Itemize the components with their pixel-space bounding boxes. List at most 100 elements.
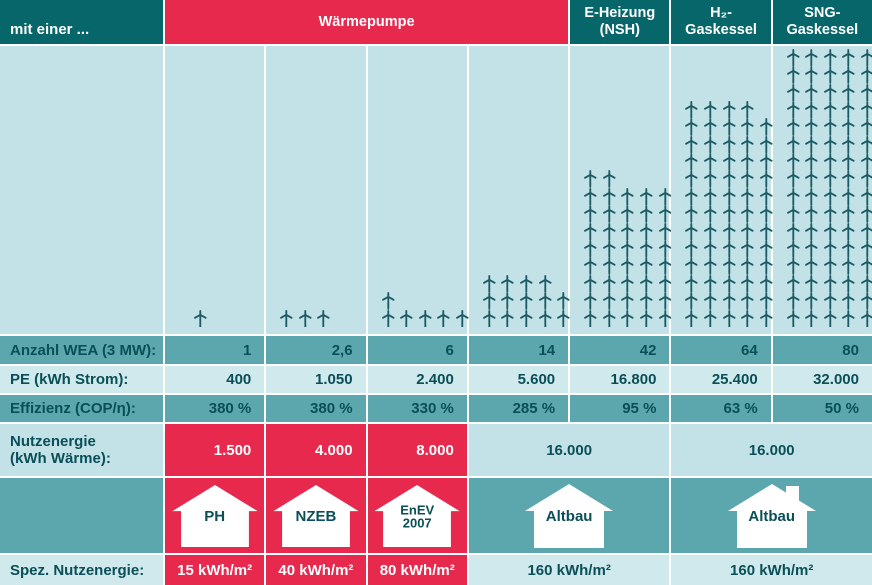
wind-turbine-icon xyxy=(805,187,818,206)
wind-turbine-icon xyxy=(685,187,698,206)
table-cell: 380 % xyxy=(165,395,265,422)
wind-turbine-icon xyxy=(381,309,395,327)
wind-turbine-icon xyxy=(861,66,872,84)
wind-turbine-icon xyxy=(786,257,800,275)
table-cell: 32.000 xyxy=(772,366,872,393)
wind-turbine-icon xyxy=(538,292,552,310)
wind-turbine-icon xyxy=(437,309,450,327)
wind-turbine-icon xyxy=(621,292,634,310)
wind-turbine-icon xyxy=(722,292,736,310)
table-cell: 15 kWh/m² xyxy=(165,555,265,585)
header-waermepumpe: Wärmepumpe xyxy=(165,0,569,44)
wind-turbine-icon xyxy=(861,309,872,327)
wind-turbine-icon xyxy=(823,292,837,310)
wind-turbine-icon xyxy=(685,100,698,119)
wind-turbine-icon xyxy=(805,222,818,241)
wind-turbine-icon xyxy=(722,205,736,223)
wind-turbine-icon xyxy=(722,135,736,154)
table-cell: 63 % xyxy=(671,395,771,422)
table-cell: 1 xyxy=(165,336,265,364)
wind-area-spacer xyxy=(0,46,163,334)
wind-turbine-icon xyxy=(805,153,818,171)
wind-farm-col-5 xyxy=(570,46,672,334)
wind-turbine-icon xyxy=(685,222,698,241)
wind-turbine-icon xyxy=(741,153,754,171)
wind-turbine-icon xyxy=(823,257,837,275)
wind-turbine-icon xyxy=(861,153,872,171)
header-intro: mit einer ... xyxy=(0,0,163,44)
wind-turbine-icon xyxy=(741,274,754,293)
wind-turbine-icon xyxy=(805,83,818,101)
wind-turbine-icon xyxy=(861,135,872,154)
wind-turbine-icon xyxy=(418,309,432,327)
wind-turbine-icon xyxy=(741,257,754,275)
wind-turbine-icon xyxy=(805,100,818,119)
wind-turbine-icon xyxy=(786,187,800,206)
wind-turbine-icon xyxy=(704,118,717,136)
wind-turbine-icon xyxy=(704,274,717,293)
wind-turbine-icon xyxy=(741,240,754,258)
wind-turbine-icon xyxy=(602,309,616,327)
wind-turbine-icon xyxy=(786,292,800,310)
wind-turbine-icon xyxy=(861,118,872,136)
wind-turbine-icon xyxy=(501,292,514,310)
wind-turbine-icon xyxy=(639,240,653,258)
wind-turbine-icon xyxy=(786,66,800,84)
wind-farm-col-3 xyxy=(367,46,469,334)
wind-turbine-icon xyxy=(722,240,736,258)
wind-turbine-icon xyxy=(823,170,837,188)
wind-turbine-icon xyxy=(842,205,856,223)
table-cell: 50 % xyxy=(772,395,872,422)
wind-turbine-icon xyxy=(722,153,736,171)
wind-turbine-icon xyxy=(786,100,800,119)
wind-turbine-icon xyxy=(482,309,496,327)
wind-turbine-icon xyxy=(741,292,754,310)
table-cell-merged: 16.000 xyxy=(671,424,872,476)
wind-turbine-icon xyxy=(805,205,818,223)
wind-turbine-icon xyxy=(741,205,754,223)
wind-turbine-icon xyxy=(584,274,597,293)
wind-turbine-icon xyxy=(501,309,514,327)
table-cell: 80 xyxy=(772,336,872,364)
wind-turbine-icon xyxy=(557,292,570,310)
wind-turbine-icon xyxy=(786,222,800,241)
wind-turbine-icon xyxy=(621,274,634,293)
header-h2-gaskessel: H₂- Gaskessel xyxy=(671,0,771,44)
wind-turbine-icon xyxy=(298,309,312,327)
house-cell-altbau-1: Altbau xyxy=(468,478,670,553)
wind-turbine-icon xyxy=(786,48,800,67)
wind-turbine-icon xyxy=(317,309,330,327)
wind-turbine-icon xyxy=(722,309,736,327)
wind-turbine-icon xyxy=(520,309,533,327)
wind-turbine-icon xyxy=(759,257,773,275)
wind-turbine-icon xyxy=(741,100,754,119)
wind-turbine-icon xyxy=(786,135,800,154)
wind-turbine-icon xyxy=(722,274,736,293)
wind-turbine-icon xyxy=(704,222,717,241)
wind-turbine-icon xyxy=(741,187,754,206)
table-cell: 64 xyxy=(671,336,771,364)
wind-turbine-icon xyxy=(741,170,754,188)
wind-farm-col-1 xyxy=(165,46,265,334)
wind-turbine-icon xyxy=(639,205,653,223)
wind-turbine-icon xyxy=(842,292,856,310)
wind-turbine-icon xyxy=(823,222,837,241)
wind-turbine-icon xyxy=(456,309,469,327)
table-cell: 25.400 xyxy=(671,366,771,393)
wind-turbine-icon xyxy=(842,135,856,154)
wind-turbine-icon xyxy=(621,309,634,327)
wind-turbine-icon xyxy=(805,118,818,136)
house-with-chimney-icon xyxy=(723,483,821,548)
wind-turbine-icon xyxy=(741,135,754,154)
wind-turbine-icon xyxy=(842,222,856,241)
wind-turbine-icon xyxy=(823,153,837,171)
table-cell-merged: 160 kWh/m² xyxy=(671,555,872,585)
wind-turbine-icon xyxy=(759,118,773,136)
wind-turbine-icon xyxy=(842,66,856,84)
wind-turbine-icon xyxy=(194,309,207,327)
wind-turbine-icon xyxy=(602,240,616,258)
wind-turbine-icon xyxy=(639,309,653,327)
table-cell-merged: 16.000 xyxy=(468,424,670,476)
wind-turbine-icon xyxy=(584,257,597,275)
